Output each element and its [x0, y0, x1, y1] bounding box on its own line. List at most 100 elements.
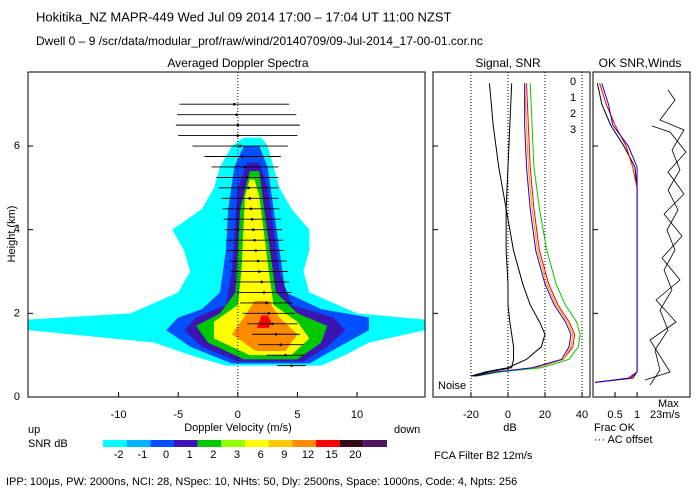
- note: down: [394, 424, 420, 436]
- colorbar-box: [363, 440, 387, 447]
- colorbar-box: [126, 440, 151, 447]
- mean-velocity: [250, 217, 254, 221]
- legend-entry: 0: [570, 76, 576, 88]
- colorbar-box: [197, 440, 222, 447]
- mean-velocity: [267, 312, 271, 315]
- note: ··· AC offset: [594, 434, 652, 446]
- x-tick-label: 5: [294, 409, 300, 421]
- y-tick-label: 4: [14, 224, 20, 236]
- colorbar-tick-label: 6: [258, 449, 264, 461]
- mean-velocity: [256, 259, 260, 263]
- wind-barbs: [644, 125, 687, 381]
- snr-contour: [256, 315, 272, 328]
- panel-frame: [432, 71, 591, 398]
- mean-velocity: [246, 176, 249, 179]
- mean-velocity: [290, 364, 293, 367]
- series-line: [470, 83, 546, 377]
- x-tick-label: -10: [111, 409, 127, 421]
- y-axis-label: Height (km): [6, 206, 18, 263]
- y-tick-label: 2: [14, 307, 20, 319]
- max-value: 23m/s: [650, 409, 680, 421]
- colorbar-tick-label: 9: [281, 449, 287, 461]
- colorbar-label: SNR dB: [28, 438, 68, 450]
- colorbar-tick-label: -1: [137, 449, 147, 461]
- series-line: [474, 83, 572, 377]
- mean-velocity: [257, 270, 261, 273]
- panel-title: OK SNR,Winds: [599, 56, 682, 70]
- snr-contour: [213, 179, 310, 356]
- series-line: [472, 83, 515, 377]
- mean-velocity: [260, 280, 263, 284]
- colorbar-tick-label: 3: [234, 449, 240, 461]
- x-axis-label: dB: [503, 422, 516, 434]
- mean-velocity: [241, 155, 244, 158]
- mean-velocity: [249, 207, 253, 211]
- panel-title: Signal, SNR: [475, 56, 541, 70]
- mean-velocity: [238, 144, 242, 148]
- x-tick-label: 40: [576, 409, 588, 421]
- colorbar-box: [174, 440, 198, 447]
- x-tick-label: -5: [173, 409, 183, 421]
- mean-velocity: [265, 301, 268, 305]
- mean-velocity: [252, 228, 255, 231]
- mean-velocity: [232, 102, 236, 106]
- mean-velocity: [279, 343, 283, 347]
- legend-entry: 2: [570, 108, 576, 120]
- mean-velocity: [284, 353, 287, 357]
- y-tick-label: 6: [14, 140, 20, 152]
- x-axis-label: Doppler Velocity (m/s): [184, 422, 292, 434]
- max-label: Max: [658, 398, 679, 410]
- panel-frame: [592, 71, 691, 398]
- wind-barbs: [649, 89, 685, 386]
- x-tick-label: 10: [351, 409, 363, 421]
- colorbar-tick-label: 2: [210, 449, 216, 461]
- x-tick-label: 0.5: [607, 409, 622, 421]
- legend-entry: 1: [570, 92, 576, 104]
- x-tick-label: 20: [539, 409, 551, 421]
- colorbar-box: [245, 440, 269, 447]
- y-tick-label: 0: [14, 391, 20, 403]
- colorbar-tick-label: 12: [302, 449, 314, 461]
- mean-velocity: [236, 123, 240, 127]
- legend-entry: 3: [570, 124, 576, 136]
- colorbar-tick-label: 1: [187, 449, 193, 461]
- footer: IPP: 100µs, PW: 2000ns, NCI: 28, NSpec: …: [6, 476, 517, 488]
- colorbar-box: [150, 440, 174, 447]
- colorbar-box: [292, 440, 316, 447]
- panel-frame: [27, 71, 426, 398]
- mean-velocity: [274, 332, 278, 336]
- mean-velocity: [271, 322, 274, 326]
- x-tick-label: 0: [235, 409, 241, 421]
- colorbar-tick-label: 0: [163, 449, 169, 461]
- x-axis-label: Frac OK: [594, 422, 636, 434]
- header-subtitle: Dwell 0 – 9 /scr/data/modular_prof/raw/w…: [36, 34, 483, 48]
- mean-velocity: [243, 165, 247, 169]
- colorbar-box: [339, 440, 364, 447]
- series-line: [476, 83, 581, 377]
- mean-velocity: [235, 113, 238, 116]
- note: up: [28, 424, 40, 436]
- mean-velocity: [262, 291, 266, 294]
- noise-label: Noise: [438, 380, 466, 392]
- panel-title: Averaged Doppler Spectra: [167, 56, 309, 70]
- colorbar-tick-label: 15: [326, 449, 338, 461]
- colorbar-tick-label: -2: [114, 449, 124, 461]
- x-tick-label: -20: [463, 409, 479, 421]
- series-line: [595, 83, 638, 383]
- filter-note: FCA Filter B2 12m/s: [434, 450, 533, 462]
- series-line: [595, 83, 638, 383]
- x-tick-label: 0: [505, 409, 511, 421]
- colorbar-tick-label: 20: [349, 449, 361, 461]
- x-tick-label: 1: [634, 409, 640, 421]
- colorbar-box: [103, 440, 127, 447]
- mean-velocity: [254, 249, 258, 252]
- series-line: [474, 83, 574, 377]
- mean-velocity: [253, 238, 256, 242]
- mean-velocity: [247, 186, 250, 190]
- header-title: Hokitika_NZ MAPR-449 Wed Jul 09 2014 17:…: [36, 9, 452, 24]
- colorbar-box: [316, 440, 340, 447]
- colorbar-box: [221, 440, 245, 447]
- mean-velocity: [248, 197, 252, 200]
- colorbar-box: [268, 440, 293, 447]
